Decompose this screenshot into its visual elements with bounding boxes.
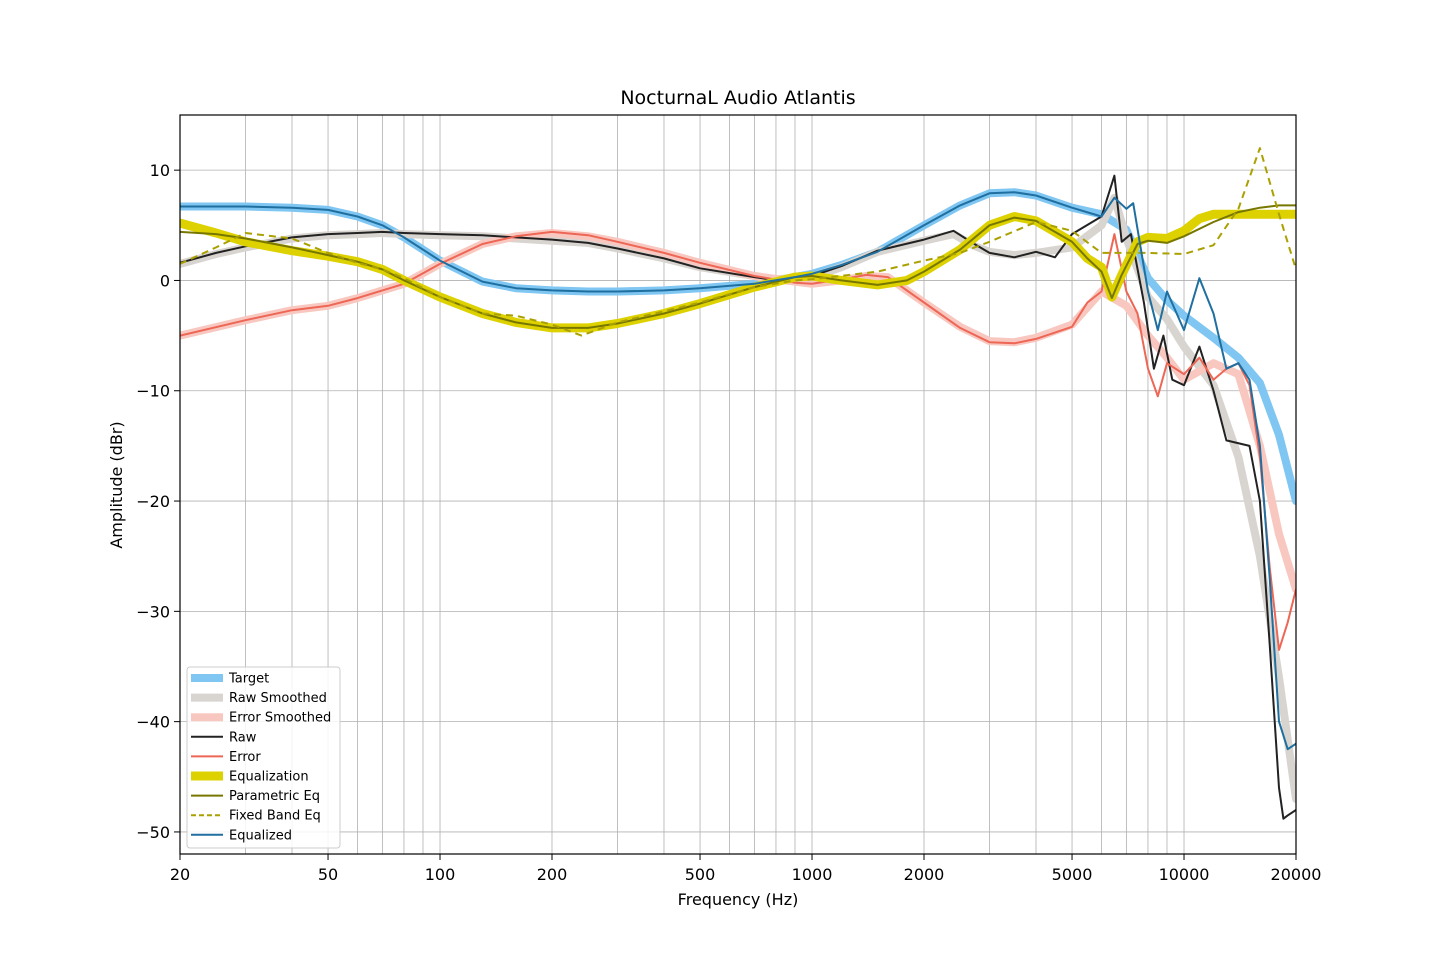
series-equalized <box>180 191 1296 751</box>
chart-title: NocturnaL Audio Atlantis <box>620 87 855 109</box>
legend-label: Parametric Eq <box>229 789 320 804</box>
legend-label: Error <box>229 750 261 765</box>
legend: Target Raw Smoothed Error Smoothed Raw Error… <box>186 666 341 849</box>
series-parametric-eq <box>180 204 1296 329</box>
legend-label: Equalized <box>229 828 292 843</box>
series-raw <box>180 174 1296 820</box>
legend-label: Raw <box>229 730 257 745</box>
y-tick-label: −40 <box>136 713 170 732</box>
x-tick-label: 1000 <box>792 865 833 884</box>
x-tick-label: 500 <box>685 865 716 884</box>
x-axis-label: Frequency (Hz) <box>678 890 799 909</box>
y-tick-label: −20 <box>136 492 170 511</box>
series-error <box>180 230 1296 651</box>
y-tick-label: −50 <box>136 823 170 842</box>
y-tick-label: −30 <box>136 602 170 621</box>
legend-label: Error Smoothed <box>229 711 331 726</box>
x-tick-label: 20000 <box>1271 865 1322 884</box>
y-axis-label: Amplitude (dBr) <box>107 421 126 548</box>
x-tick-label: 5000 <box>1052 865 1093 884</box>
x-tick-label: 200 <box>537 865 568 884</box>
x-tick-label: 10000 <box>1159 865 1210 884</box>
x-tick-label: 100 <box>425 865 456 884</box>
y-tick-label: 10 <box>150 161 170 180</box>
series-lines <box>180 147 1296 820</box>
series-fixed-band-eq <box>180 147 1296 337</box>
y-tick-label: −10 <box>136 382 170 401</box>
y-axis: 10 0 −10 −20 −30 −40 −50 <box>136 161 180 842</box>
legend-label: Raw Smoothed <box>229 691 327 706</box>
x-tick-label: 20 <box>170 865 190 884</box>
series-raw-smoothed <box>180 193 1296 803</box>
x-tick-label: 2000 <box>904 865 945 884</box>
y-tick-label: 0 <box>160 271 170 290</box>
plot-frame <box>179 114 1297 855</box>
x-tick-label: 50 <box>318 865 338 884</box>
x-axis: 20 50 100 200 500 1000 2000 5000 10000 20000 <box>170 854 1322 884</box>
legend-label: Equalization <box>229 770 309 785</box>
legend-label: Fixed Band Eq <box>229 809 321 824</box>
legend-box <box>186 666 341 849</box>
legend-label: Target <box>228 672 269 687</box>
